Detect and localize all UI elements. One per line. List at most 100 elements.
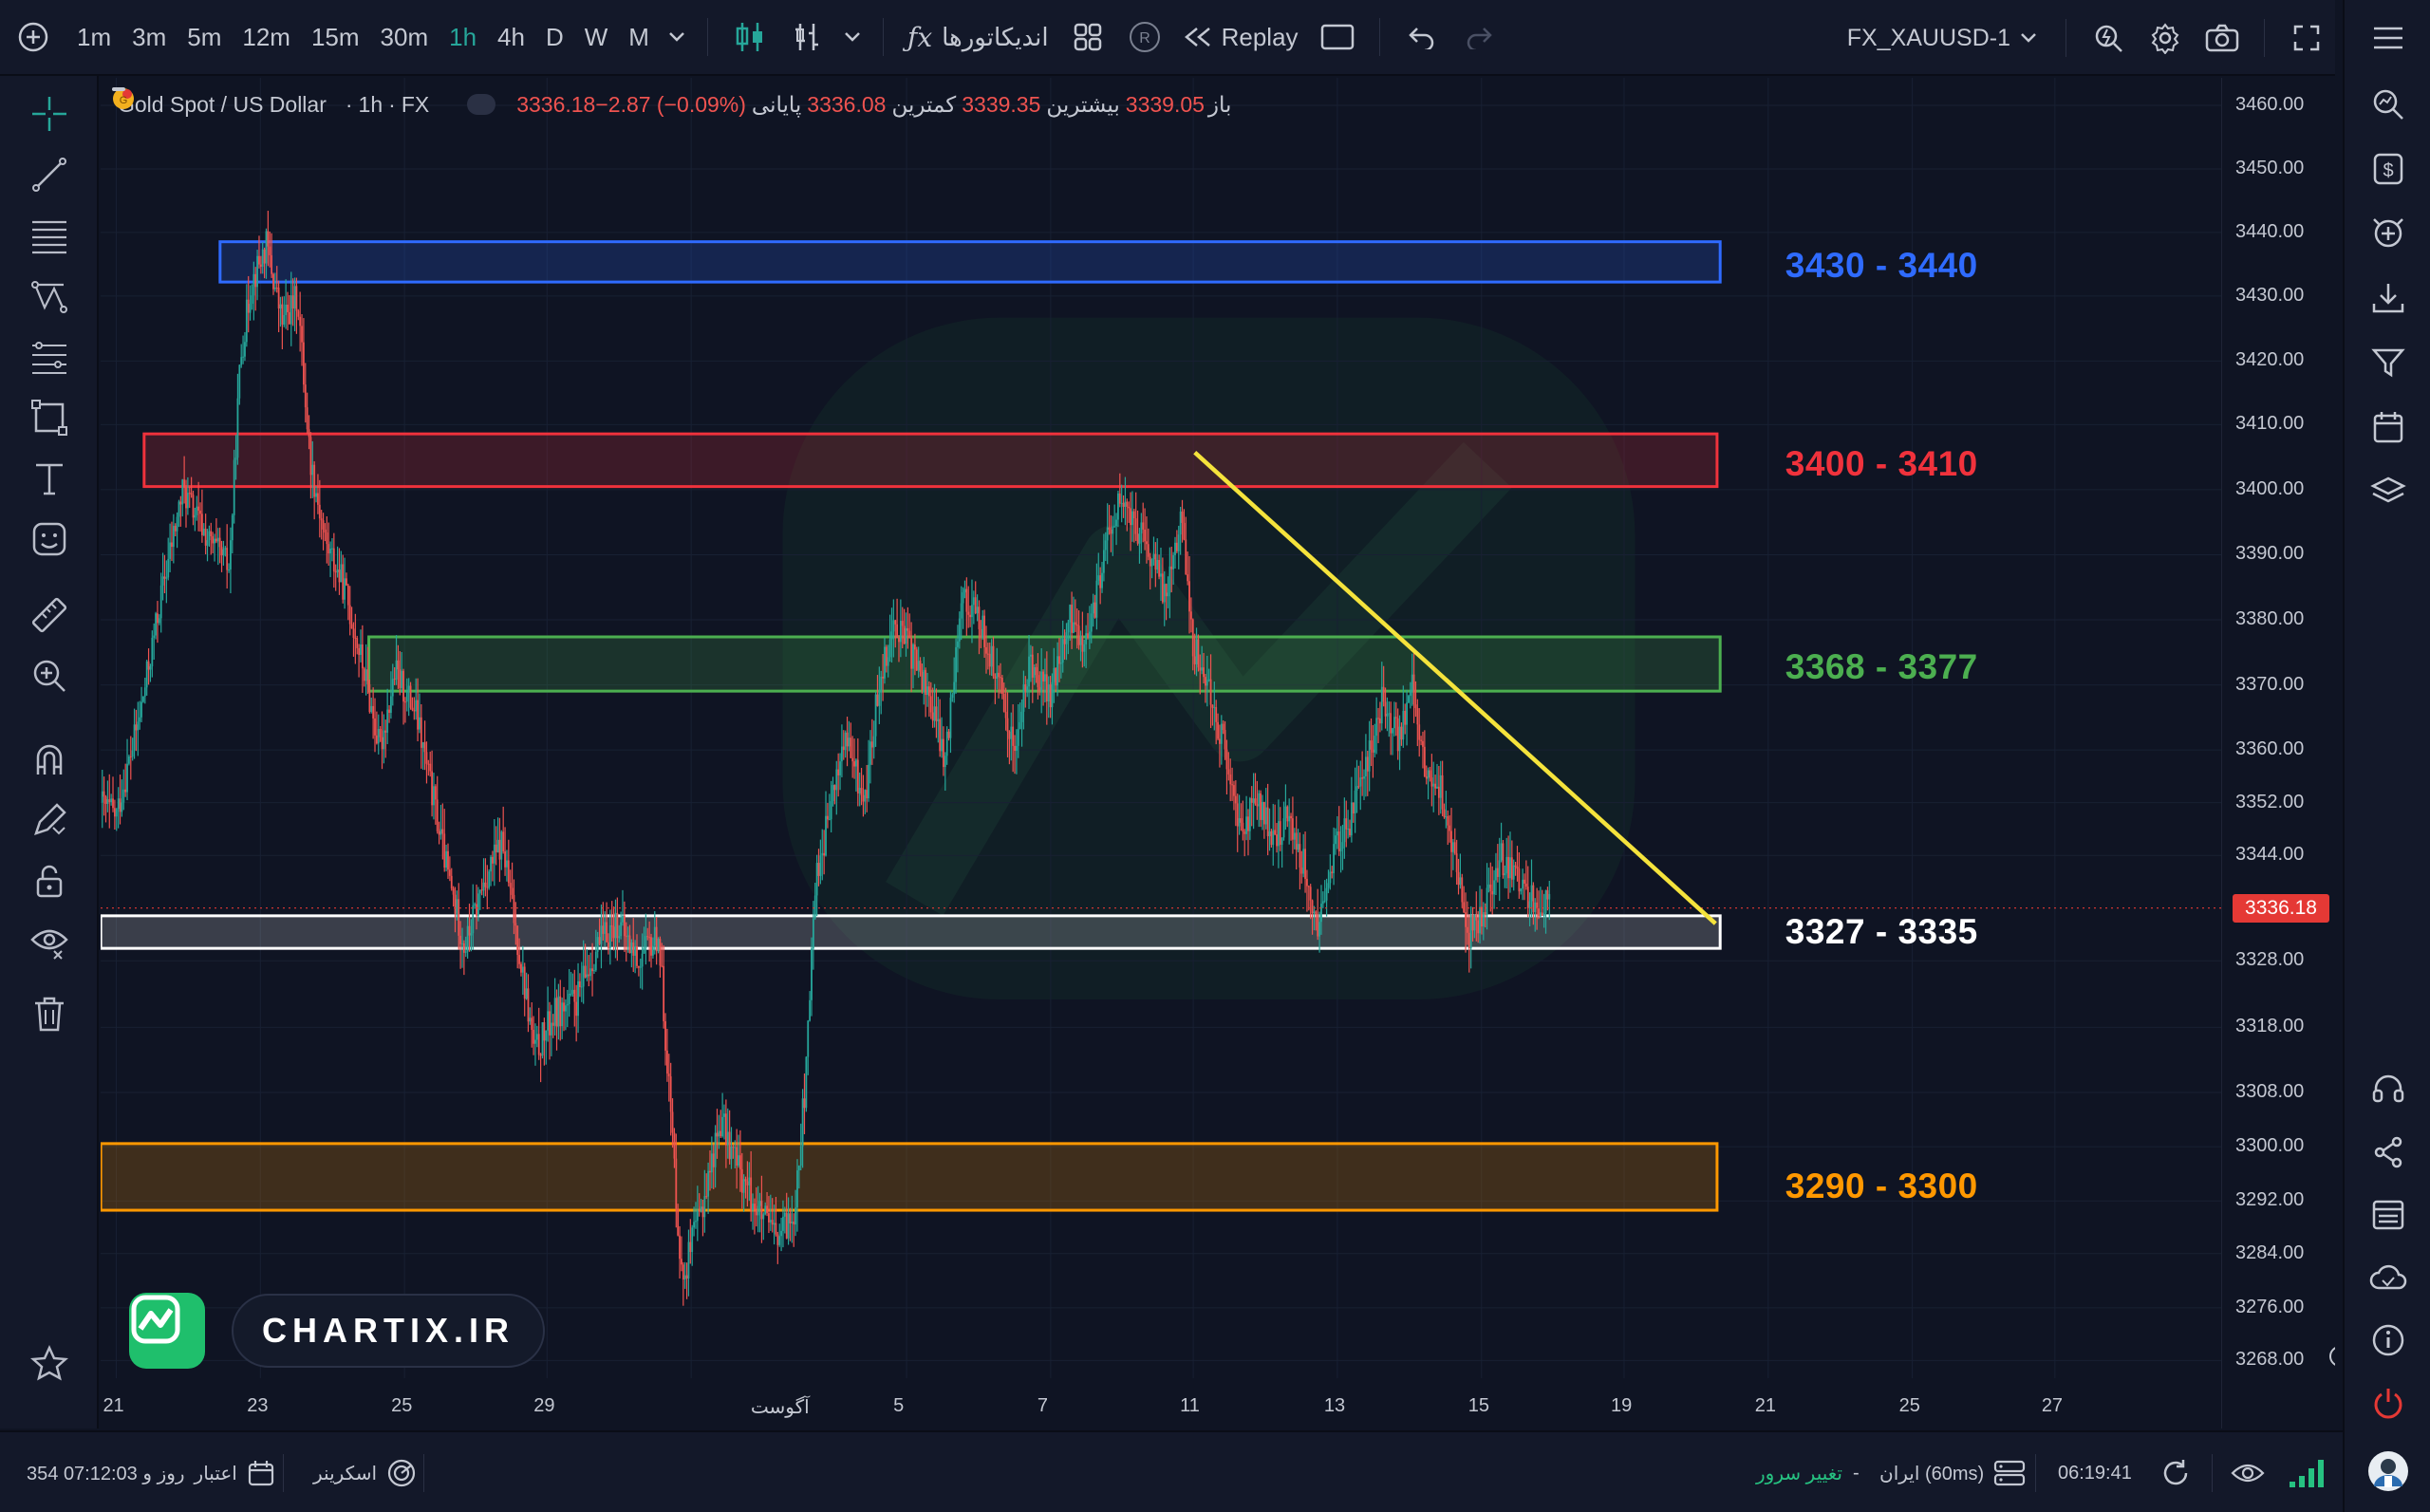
chart-pane[interactable]: G Gold Spot / US Dollar · 1h · FX 3336.1… (101, 78, 2335, 1428)
settings-gear-icon[interactable] (2137, 0, 2194, 76)
share-icon[interactable] (2345, 1124, 2430, 1181)
zone-label[interactable]: 3327 - 3335 (1785, 911, 1978, 951)
add-alert-icon[interactable] (2345, 205, 2430, 262)
interval-15m-button[interactable]: 15m (310, 22, 360, 51)
support-headset-icon[interactable] (2345, 1061, 2430, 1118)
indicators-button[interactable]: ƒx اندیکاتورها (897, 0, 1059, 75)
candle-body (594, 951, 597, 971)
interval-3m-button[interactable]: 3m (132, 22, 167, 51)
redo-icon[interactable] (1450, 0, 1507, 75)
candles-chart-type-icon[interactable] (721, 0, 778, 75)
trash-icon[interactable] (21, 987, 78, 1040)
maximize-icon[interactable] (2278, 0, 2335, 76)
interval-d-button[interactable]: D (545, 22, 564, 51)
candle-body (293, 286, 296, 309)
ruler-measure-icon[interactable] (21, 588, 78, 642)
zoom-in-icon[interactable] (21, 649, 78, 702)
visibility-eye-icon[interactable] (2231, 1432, 2265, 1512)
candle-body (1079, 636, 1082, 645)
news-icon[interactable] (2345, 1186, 2430, 1243)
interval-dropdown-icon[interactable] (660, 0, 694, 75)
trendline-tool-icon[interactable] (21, 148, 78, 201)
candle-body (450, 875, 453, 889)
calendar-icon[interactable] (2345, 399, 2430, 456)
dollar-icon[interactable]: $ (2345, 140, 2430, 197)
candle-body (955, 646, 957, 682)
info-icon[interactable] (2345, 1312, 2430, 1369)
reconnect-refresh-icon[interactable] (2160, 1432, 2191, 1512)
magnet-icon[interactable] (21, 733, 78, 786)
time-axis-settings-icon[interactable] (2327, 1344, 2335, 1372)
collapse-toolbar-chevron-icon[interactable]: ‹ (101, 1312, 108, 1340)
candle-body (215, 538, 217, 542)
layouts-grid-icon[interactable] (1059, 0, 1116, 75)
interval-30m-button[interactable]: 30m (380, 22, 429, 51)
screener-button[interactable]: اسکرینر (313, 1432, 417, 1512)
stay-in-drawing-icon[interactable] (21, 793, 78, 847)
candle-body (142, 696, 144, 702)
candle-body (119, 798, 122, 812)
symbol-selector[interactable]: FX_XAUUSD-1 (1847, 25, 2052, 52)
zone-label[interactable]: 3400 - 3410 (1785, 443, 1978, 483)
interval-m-button[interactable]: M (628, 22, 649, 51)
alert-r-icon[interactable]: R (1116, 0, 1173, 75)
undo-icon[interactable] (1393, 0, 1450, 75)
interval-5m-button[interactable]: 5m (187, 22, 222, 51)
candle-body (1213, 707, 1216, 709)
download-icon[interactable] (2345, 270, 2430, 327)
text-tool-icon[interactable] (21, 452, 78, 505)
zone-label[interactable]: 3430 - 3440 (1785, 245, 1978, 285)
crosshair-icon[interactable] (21, 87, 78, 140)
bar-chart-type-icon[interactable] (778, 0, 835, 75)
candle-body (963, 588, 966, 593)
candle-body (568, 994, 570, 1004)
add-symbol-icon[interactable] (0, 0, 66, 75)
candle-body (269, 246, 271, 255)
emoji-sticker-icon[interactable] (21, 513, 78, 566)
fib-tool-icon[interactable] (21, 330, 78, 383)
zoom-search-icon[interactable] (2345, 76, 2430, 133)
candle-body (1495, 868, 1497, 881)
pattern-tool-icon[interactable] (21, 270, 78, 323)
candle-body (279, 304, 282, 309)
chart-type-dropdown-icon[interactable] (835, 0, 869, 75)
zone-label[interactable]: 3290 - 3300 (1785, 1166, 1978, 1205)
layers-icon[interactable] (2345, 463, 2430, 520)
legend-collapse-button[interactable] (112, 87, 496, 115)
candle-body (1486, 887, 1488, 916)
interval-4h-button[interactable]: 4h (497, 22, 525, 51)
clock-time: 06:19:41 (2058, 1462, 2132, 1484)
replay-button[interactable]: Replay (1173, 0, 1309, 75)
cloud-sync-icon[interactable] (2345, 1249, 2430, 1306)
favorites-star-icon[interactable] (21, 1336, 78, 1390)
rectangle-tool-icon[interactable] (21, 391, 78, 444)
candle-body (1088, 631, 1091, 638)
fullscreen-frame-icon[interactable] (1309, 0, 1366, 75)
candle-body (1546, 889, 1549, 900)
candle-body (273, 287, 276, 289)
screener-filter-icon[interactable] (2345, 334, 2430, 391)
power-icon[interactable] (2345, 1374, 2430, 1431)
lock-drawings-icon[interactable] (21, 854, 78, 907)
candle-body (358, 647, 361, 655)
menu-hamburger-icon[interactable] (2345, 9, 2430, 66)
quick-search-icon[interactable] (2080, 0, 2137, 76)
interval-1m-button[interactable]: 1m (77, 22, 112, 51)
candle-body (318, 504, 321, 519)
price-axis[interactable]: 3460.00 3450.00 3440.00 3430.00 3420.00 3410.… (2221, 78, 2335, 1428)
server-change-button[interactable]: تغییر سرور (1756, 1432, 1842, 1512)
interval-1h-button[interactable]: 1h (449, 22, 477, 51)
camera-snapshot-icon[interactable] (2194, 0, 2251, 76)
candle-body (748, 1177, 751, 1185)
interval-12m-button[interactable]: 12m (242, 22, 290, 51)
horizontal-lines-icon[interactable] (21, 209, 78, 262)
zone-label[interactable]: 3368 - 3377 (1785, 646, 1978, 686)
candle-body (1473, 914, 1476, 931)
candle-body (482, 882, 485, 891)
chart-canvas[interactable] (101, 78, 2335, 1428)
candle-body (776, 1234, 779, 1245)
user-avatar[interactable] (2345, 1443, 2430, 1500)
interval-w-button[interactable]: W (584, 22, 608, 51)
symbol-title[interactable]: Gold Spot / US Dollar (118, 91, 327, 117)
hide-drawings-eye-icon[interactable] (21, 915, 78, 968)
